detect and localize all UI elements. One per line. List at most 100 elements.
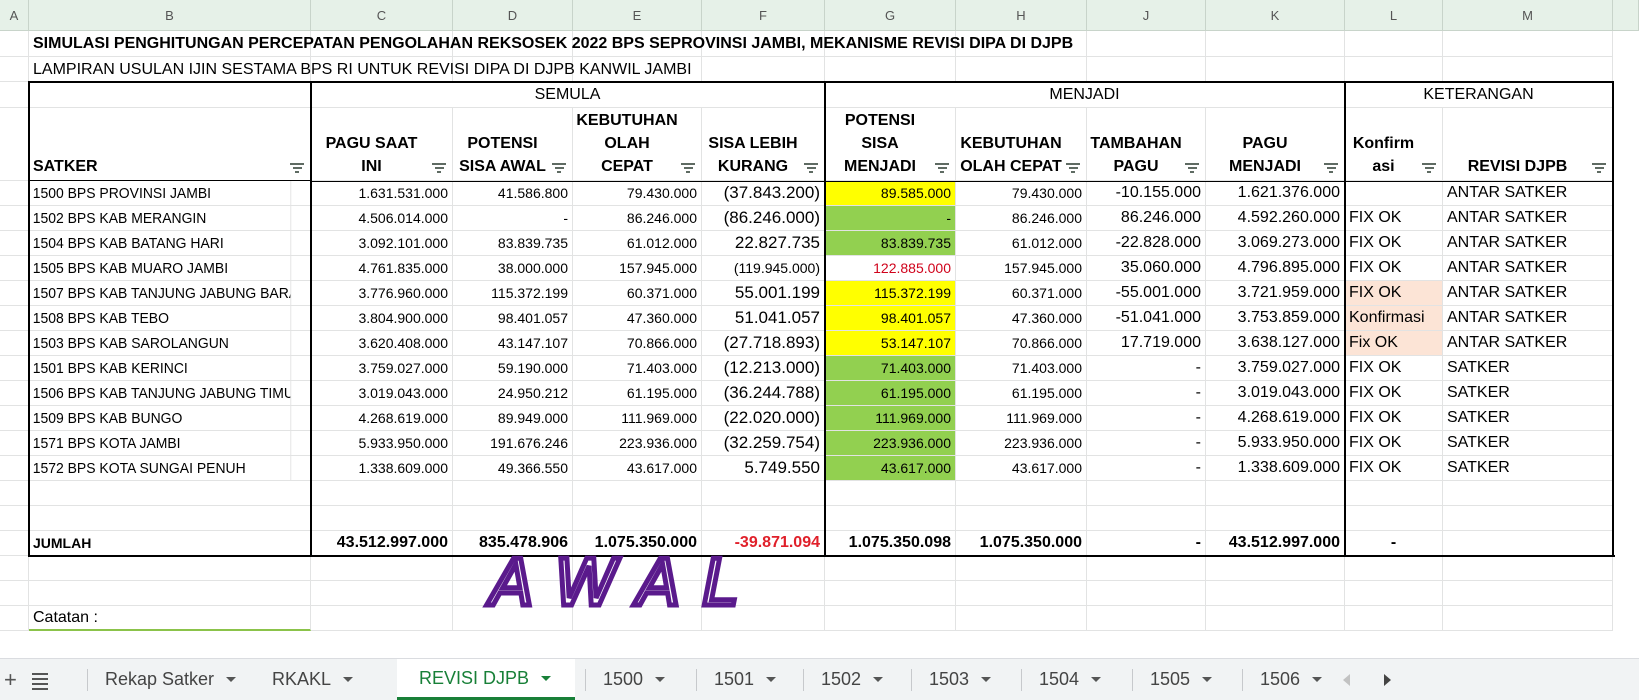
- data-cell: 61.012.000: [956, 231, 1087, 256]
- column-header: POTENSI SISA AWAL: [453, 108, 573, 181]
- cell: [825, 556, 956, 581]
- sheet-tab[interactable]: 1503: [923, 659, 993, 700]
- cell: [29, 82, 311, 108]
- sheet-tab[interactable]: REVISI DJPB: [397, 659, 575, 700]
- cell: [1345, 481, 1443, 506]
- filter-icon[interactable]: [1422, 163, 1436, 173]
- cell: [573, 606, 702, 631]
- cell: [0, 356, 29, 381]
- cell: [453, 556, 573, 581]
- data-cell: Konfirmasi: [1345, 306, 1443, 331]
- column-header: PAGU SAAT INI: [311, 108, 453, 181]
- scroll-right[interactable]: [1384, 674, 1391, 686]
- cell: [311, 556, 453, 581]
- data-cell: FIX OK: [1345, 206, 1443, 231]
- column-letter: E: [573, 0, 702, 31]
- cell: [1345, 506, 1443, 531]
- group-header: KETERANGAN: [1345, 82, 1613, 108]
- all-sheets-button[interactable]: [32, 673, 48, 690]
- data-cell: -10.155.000: [1087, 181, 1206, 206]
- data-cell: SATKER: [1443, 406, 1613, 431]
- cell: [311, 506, 453, 531]
- filter-icon[interactable]: [1066, 163, 1080, 173]
- filter-icon[interactable]: [1324, 163, 1338, 173]
- data-cell: 43.617.000: [825, 456, 956, 481]
- table-border: [311, 181, 1613, 182]
- data-cell: 43.617.000: [573, 456, 702, 481]
- data-cell: 3.620.408.000: [311, 331, 453, 356]
- filter-icon[interactable]: [1592, 163, 1606, 173]
- data-cell: 157.945.000: [956, 256, 1087, 281]
- cell: [311, 31, 453, 57]
- group-header: MENJADI: [825, 82, 1345, 108]
- data-cell: 223.936.000: [825, 431, 956, 456]
- cell: [1443, 581, 1613, 606]
- filter-icon[interactable]: [432, 163, 446, 173]
- cell: [0, 581, 29, 606]
- data-cell: SATKER: [1443, 431, 1613, 456]
- cell: [825, 506, 956, 531]
- cell: [0, 181, 29, 206]
- cell: [702, 506, 825, 531]
- data-cell: FIX OK: [1345, 281, 1443, 306]
- data-cell: -51.041.000: [1087, 306, 1206, 331]
- cell: [29, 481, 311, 506]
- data-cell: 1502 BPS KAB MERANGIN: [29, 206, 292, 231]
- data-cell: -: [1087, 406, 1206, 431]
- sheet-tab[interactable]: 1506: [1254, 659, 1324, 700]
- data-cell: 3.092.101.000: [311, 231, 453, 256]
- cell: [1443, 31, 1613, 57]
- data-cell: 49.366.550: [453, 456, 573, 481]
- data-cell: 4.796.895.000: [1206, 256, 1345, 281]
- sheet-tab[interactable]: 1505: [1144, 659, 1214, 700]
- data-cell: (12.213.000): [702, 356, 825, 381]
- data-cell: 111.969.000: [825, 406, 956, 431]
- filter-icon[interactable]: [290, 163, 304, 173]
- column-header: PAGU MENJADI: [1206, 108, 1345, 181]
- column-letter: H: [956, 0, 1087, 31]
- data-cell: SATKER: [1443, 456, 1613, 481]
- filter-icon[interactable]: [681, 163, 695, 173]
- cell: [29, 31, 311, 57]
- cell: [1345, 581, 1443, 606]
- data-cell: 4.268.619.000: [311, 406, 453, 431]
- cell: [956, 556, 1087, 581]
- data-cell: 3.069.273.000: [1206, 231, 1345, 256]
- filter-icon[interactable]: [804, 163, 818, 173]
- sheet-tab[interactable]: 1504: [1033, 659, 1103, 700]
- sheet-tab[interactable]: 1500: [597, 659, 669, 700]
- cell: [29, 506, 311, 531]
- sheet-tab[interactable]: RKAKL: [266, 659, 373, 700]
- data-cell: FIX OK: [1345, 456, 1443, 481]
- table-border: [29, 81, 1613, 83]
- sheet-tab[interactable]: 1502: [815, 659, 883, 700]
- add-sheet-button[interactable]: +: [4, 667, 17, 692]
- column-header: REVISI DJPB: [1443, 108, 1613, 181]
- data-cell: 70.866.000: [573, 331, 702, 356]
- sheet-tab[interactable]: 1501: [708, 659, 776, 700]
- data-cell: 86.246.000: [956, 206, 1087, 231]
- filter-icon[interactable]: [935, 163, 949, 173]
- cell: [1087, 481, 1206, 506]
- data-cell: ANTAR SATKER: [1443, 331, 1613, 356]
- data-cell: 61.195.000: [956, 381, 1087, 406]
- data-cell: 111.969.000: [956, 406, 1087, 431]
- cell: [1206, 31, 1345, 57]
- column-letter: C: [311, 0, 453, 31]
- sheet-tab-bar: + Rekap Satker RKAKL REVISI DJPB 1500 1501 15…: [0, 658, 1639, 700]
- cell: [956, 506, 1087, 531]
- total-cell: 1.075.350.098: [825, 531, 956, 556]
- data-cell: (36.244.788): [702, 381, 825, 406]
- total-cell: -: [1087, 531, 1206, 556]
- scroll-left[interactable]: [1343, 674, 1350, 686]
- cell: [311, 481, 453, 506]
- filter-icon[interactable]: [1185, 163, 1199, 173]
- filter-icon[interactable]: [552, 163, 566, 173]
- sheet-subtitle: LAMPIRAN USULAN IJIN SESTAMA BPS RI UNTU…: [33, 60, 692, 78]
- data-cell: 71.403.000: [825, 356, 956, 381]
- data-cell: 59.190.000: [453, 356, 573, 381]
- sheet-tab[interactable]: Rekap Satker: [99, 659, 246, 700]
- cell: [1087, 506, 1206, 531]
- total-cell: 43.512.997.000: [311, 531, 453, 556]
- data-cell: FIX OK: [1345, 431, 1443, 456]
